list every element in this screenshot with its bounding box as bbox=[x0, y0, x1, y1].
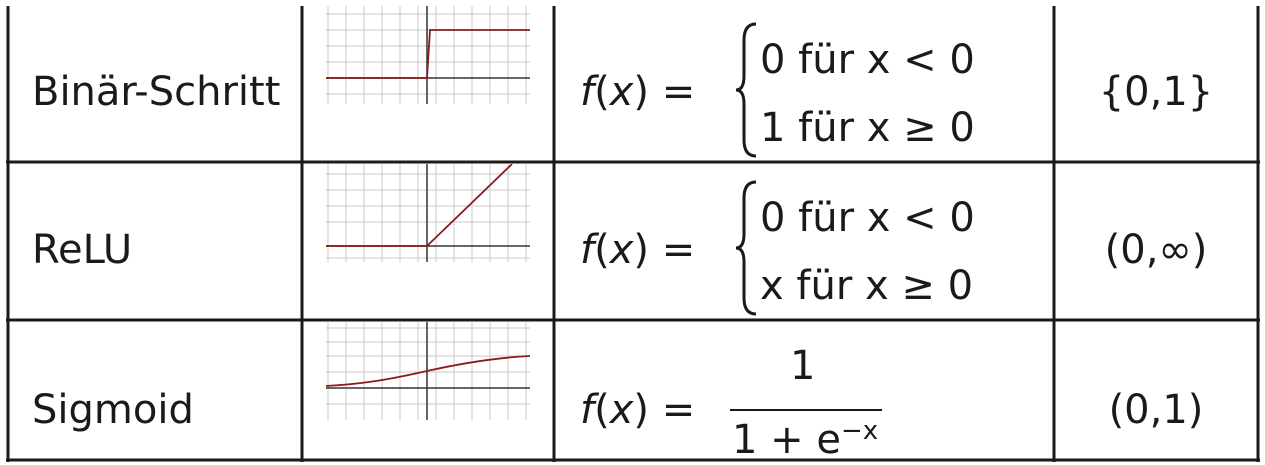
cases-brace-icon bbox=[735, 180, 757, 316]
fraction-numerator: 1 bbox=[790, 343, 816, 389]
formula-lhs-sigmoid: f(x) = bbox=[580, 387, 696, 433]
row-name-relu: ReLU bbox=[32, 227, 133, 273]
case-line: 0 für x < 0 bbox=[760, 195, 975, 241]
case-line: 1 für x ≥ 0 bbox=[760, 105, 975, 151]
plot-sigmoid bbox=[326, 322, 530, 420]
row-name-binary-step: Binär-Schritt bbox=[32, 69, 281, 115]
cases-brace-icon bbox=[735, 22, 757, 158]
case-line: 0 für x < 0 bbox=[760, 37, 975, 83]
formula-lhs-relu: f(x) = bbox=[580, 227, 696, 273]
range-relu: (0,∞) bbox=[1104, 227, 1208, 273]
fraction-denominator: 1 + e−x bbox=[732, 418, 878, 460]
fraction-bar bbox=[730, 409, 882, 411]
denominator-exponent: −x bbox=[841, 416, 879, 446]
plot-binary-step bbox=[326, 6, 530, 104]
row-name-sigmoid: Sigmoid bbox=[32, 387, 194, 433]
range-sigmoid: (0,1) bbox=[1108, 387, 1204, 433]
plot-relu bbox=[326, 164, 530, 262]
denominator-base: 1 + e bbox=[732, 417, 842, 463]
range-binary-step: {0,1} bbox=[1098, 69, 1214, 115]
formula-lhs-binary-step: f(x) = bbox=[580, 69, 696, 115]
case-line: x für x ≥ 0 bbox=[760, 263, 974, 309]
